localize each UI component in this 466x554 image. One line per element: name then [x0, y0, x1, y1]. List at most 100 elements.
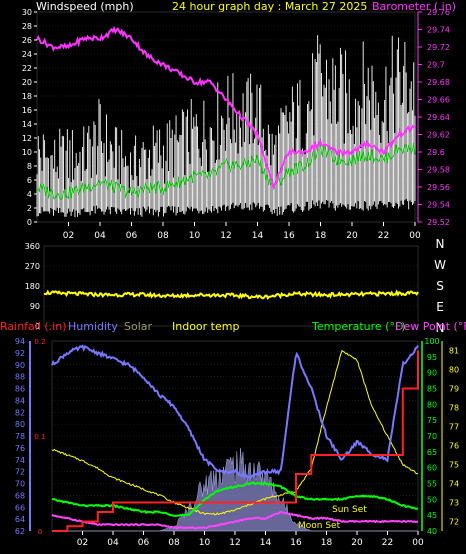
dewpoint-line — [51, 510, 419, 530]
temperature-y-tick-label: 55 — [427, 480, 437, 489]
indoor-y-tick-label: 76 — [449, 442, 459, 451]
humidity-y-tick-label: 80 — [15, 420, 25, 429]
baro-y-tick-label: 29.56 — [427, 183, 450, 192]
humidity-y-tick-label: 82 — [15, 408, 25, 417]
temperature-y-tick-label: 50 — [427, 495, 437, 504]
wind-x-tick-label: 14 — [252, 231, 264, 241]
baro-y-tick-label: 29.66 — [427, 96, 450, 105]
temperature-y-tick-label: 75 — [427, 416, 437, 425]
compass-label: W — [434, 258, 446, 272]
indoor-y-tick-label: 74 — [449, 480, 459, 489]
temperature-y-tick-label: 100 — [424, 337, 439, 346]
wind-y-tick-label: 24 — [22, 50, 32, 59]
wind-x-ticks: 02 04 06 08 10 12 14 16 18 20 22 00 — [63, 222, 421, 241]
rain-y-tick-label: 0.2 — [34, 338, 45, 346]
wind-y-tick-label: 12 — [22, 134, 32, 143]
temperature-y-tick-label: 70 — [427, 432, 437, 441]
wind-y-tick-label: 28 — [22, 22, 32, 31]
wind-x-tick-label: 20 — [346, 231, 358, 241]
wind-y-tick-label: 16 — [22, 106, 32, 115]
temperature-y-tick-label: 85 — [427, 385, 437, 394]
graph-title: 24 hour graph day : March 27 2025 — [172, 0, 367, 13]
temperature-y-tick-label: 45 — [427, 511, 437, 520]
wind-y-tick-label: 30 — [22, 8, 32, 17]
humidity-y-tick-label: 88 — [15, 373, 25, 382]
indoor-y-tick-label: 78 — [449, 404, 459, 413]
indoor-y-tick-label: 79 — [449, 385, 459, 394]
baro-y-tick-label: 29.72 — [427, 43, 450, 52]
legend-solar: Solar — [124, 320, 153, 333]
rain-y-ticks: 0 0.1 0.2 — [34, 338, 45, 536]
temperature-y-tick-label: 95 — [427, 353, 437, 362]
compass-label: E — [436, 300, 444, 314]
wind-x-tick-label: 02 — [63, 231, 74, 241]
indoor-temp-line — [51, 349, 419, 516]
direction-y-tick-label: 90 — [30, 302, 40, 311]
legend-temperature: Temperature (°F) — [311, 320, 406, 333]
legend-dewpoint: Dew Point (°F) — [395, 320, 466, 333]
compass-label: S — [436, 279, 444, 293]
humidity-y-tick-label: 66 — [15, 503, 25, 512]
sunset-label: Sun Set — [332, 505, 367, 515]
temperature-y-tick-label: 80 — [427, 400, 437, 409]
wind-axis-title: Windspeed (mph) — [36, 0, 134, 13]
legend-rainfall: Rainfall (.in) — [0, 320, 67, 333]
temperature-y-tick-label: 60 — [427, 464, 437, 473]
temp-panel: Rainfall (.in) Humidity Solar Indoor tem… — [0, 320, 466, 548]
temp-x-tick-label: 10 — [199, 538, 211, 548]
wind-y-tick-label: 14 — [22, 120, 32, 129]
baro-y-tick-label: 29.6 — [427, 148, 445, 157]
humidity-y-tick-label: 94 — [15, 337, 25, 346]
rain-y-tick-label: 0.1 — [34, 433, 45, 441]
wind-y-tick-label: 22 — [22, 64, 32, 73]
indoor-y-ticks: 72 73 74 75 76 77 78 79 80 81 — [449, 347, 459, 527]
humidity-y-tick-label: 90 — [15, 361, 25, 370]
baro-y-ticks: 29.52 29.54 29.56 29.58 29.6 29.62 29.64 29.66 2… — [417, 8, 450, 227]
humidity-y-tick-label: 92 — [15, 349, 25, 358]
direction-series — [43, 289, 419, 300]
temperature-y-tick-label: 40 — [427, 527, 437, 536]
temp-x-tick-label: 20 — [351, 538, 363, 548]
wind-y-tick-label: 6 — [27, 176, 32, 185]
temp-x-tick-label: 08 — [168, 538, 180, 548]
baro-y-tick-label: 29.64 — [427, 113, 450, 122]
humidity-y-tick-label: 76 — [15, 444, 25, 453]
baro-y-tick-label: 29.7 — [427, 61, 445, 70]
temp-x-tick-label: 14 — [260, 538, 272, 548]
baro-y-tick-label: 29.58 — [427, 166, 450, 175]
barometer-line — [36, 25, 416, 189]
wind-x-tick-label: 18 — [315, 231, 327, 241]
wind-x-tick-label: 04 — [94, 231, 106, 241]
humidity-y-tick-label: 68 — [15, 491, 25, 500]
temperature-y-tick-label: 65 — [427, 448, 437, 457]
indoor-y-tick-label: 75 — [449, 461, 459, 470]
temp-x-tick-label: 18 — [321, 538, 333, 548]
humidity-y-tick-label: 62 — [15, 527, 25, 536]
humidity-y-tick-label: 74 — [15, 456, 25, 465]
baro-y-tick-label: 29.54 — [427, 201, 450, 210]
humidity-y-tick-label: 70 — [15, 480, 25, 489]
humidity-line — [51, 344, 419, 482]
rainfall-line — [52, 350, 419, 532]
wind-y-tick-label: 26 — [22, 36, 32, 45]
indoor-y-tick-label: 73 — [449, 499, 459, 508]
temp-x-tick-label: 22 — [382, 538, 393, 548]
wind-x-tick-label: 10 — [189, 231, 201, 241]
humidity-y-tick-label: 84 — [15, 396, 25, 405]
humidity-y-ticks: 62 64 66 68 70 72 74 76 78 80 82 84 86 88 90 92 94 — [15, 337, 25, 536]
wind-y-tick-label: 2 — [27, 204, 32, 213]
wind-x-tick-label: 12 — [220, 231, 231, 241]
wind-x-tick-label: 08 — [157, 231, 169, 241]
indoor-y-tick-label: 81 — [449, 347, 459, 356]
temp-x-ticks: 02 04 06 08 10 12 14 16 18 20 22 00 — [77, 531, 424, 548]
wind-y-tick-label: 4 — [27, 190, 32, 199]
humidity-y-tick-label: 64 — [15, 515, 25, 524]
baro-y-tick-label: 29.76 — [427, 8, 450, 17]
wind-y-tick-label: 8 — [27, 162, 32, 171]
compass-label: N — [436, 321, 445, 335]
wind-y-tick-label: 20 — [22, 78, 32, 87]
wind-y-tick-label: 0 — [27, 218, 32, 227]
